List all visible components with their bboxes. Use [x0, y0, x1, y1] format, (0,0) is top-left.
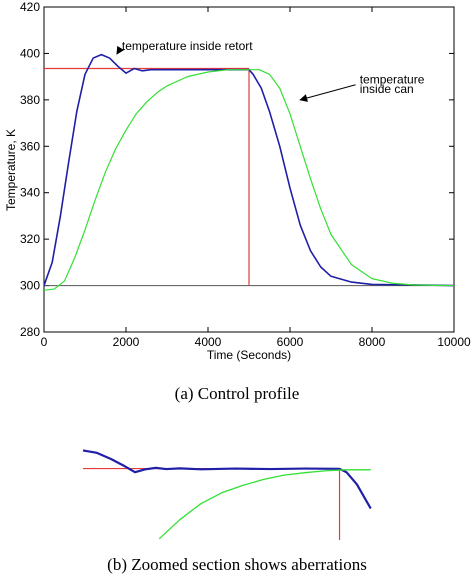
arrow-to-can: [299, 84, 356, 102]
annotation-text: inside can: [360, 82, 414, 96]
zoom-can-line: [158, 469, 371, 540]
plot-a-axis-ticks: 0 2000 4000 6000 8000 10000 280 300 320 340 360 380…: [20, 0, 471, 349]
plot-a-lines: [43, 53, 455, 291]
x-axis-label: Time (Seconds): [207, 348, 291, 362]
x-tick-label: 6000: [277, 335, 304, 349]
y-tick-label: 300: [20, 279, 40, 293]
y-tick-label: 400: [20, 46, 40, 60]
x-tick-label: 2000: [113, 335, 140, 349]
chart-b: [82, 449, 372, 540]
annotation-text: temperature inside retort: [122, 39, 253, 53]
zoom-retort-line: [82, 449, 372, 510]
plot-a-annotations: temperature inside retort temperatureinsi…: [116, 39, 425, 102]
y-tick-label: 320: [20, 232, 40, 246]
x-tick-label: 10000: [437, 335, 471, 349]
y-tick-label: 280: [20, 325, 40, 339]
y-tick-label: 340: [20, 186, 40, 200]
plot-b-lines: [82, 449, 372, 540]
y-axis-label: Temperature, K: [4, 129, 18, 211]
caption-a: (a) Control profile: [175, 384, 300, 403]
caption-b: (b) Zoomed section shows aberrations: [107, 555, 367, 574]
chart-a: 0 2000 4000 6000 8000 10000 280 300 320 340 360 380…: [4, 0, 471, 362]
x-tick-label: 4000: [195, 335, 222, 349]
y-tick-label: 420: [20, 0, 40, 14]
x-tick-label: 0: [41, 335, 48, 349]
x-tick-label: 8000: [359, 335, 386, 349]
y-tick-label: 380: [20, 93, 40, 107]
retort-temperature-line: [43, 53, 455, 287]
can-temperature-line: [43, 69, 455, 291]
y-tick-label: 360: [20, 139, 40, 153]
annotation-text: temperature: [360, 73, 425, 87]
arrow-to-retort: [116, 45, 125, 55]
